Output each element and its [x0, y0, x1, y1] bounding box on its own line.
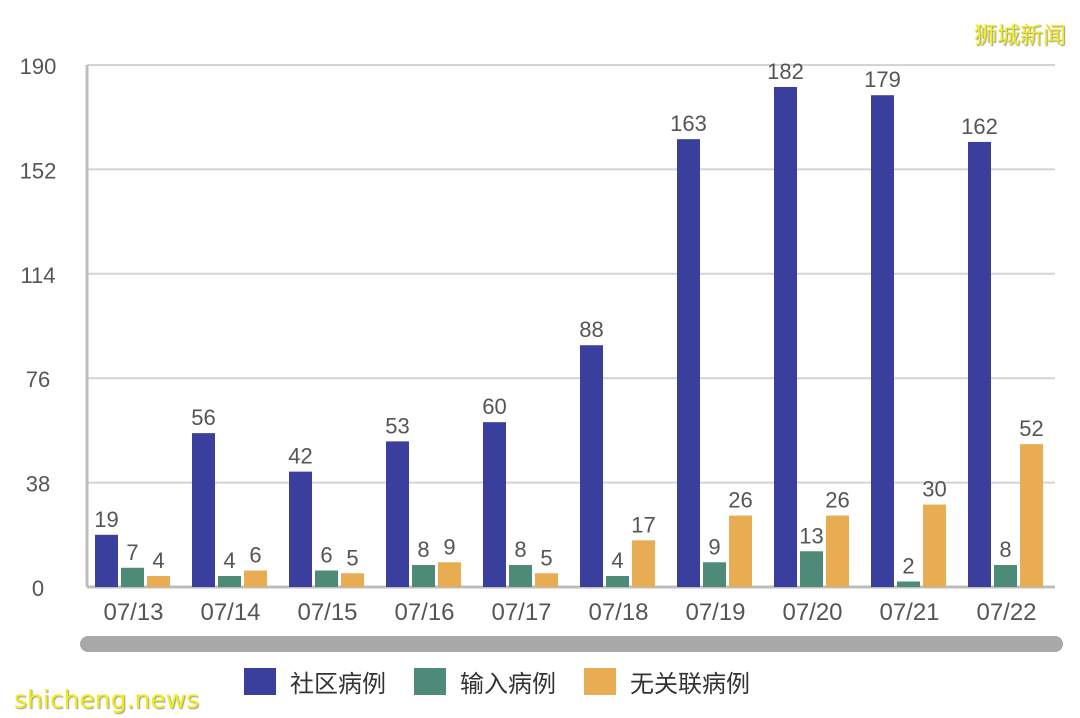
legend: 社区病例 输入病例 无关联病例	[244, 664, 778, 699]
bar	[218, 576, 241, 587]
legend-label: 无关联病例	[630, 670, 750, 698]
value-label: 53	[385, 413, 409, 438]
y-tick-label: 152	[20, 158, 57, 183]
x-tick-label: 07/21	[879, 599, 939, 626]
legend-swatch-imported	[414, 668, 446, 695]
bar	[244, 570, 267, 587]
bar	[483, 422, 506, 587]
value-label: 6	[249, 543, 261, 568]
value-label: 8	[417, 537, 429, 562]
y-tick-label: 190	[20, 54, 57, 79]
bar	[535, 573, 558, 587]
bar	[580, 345, 603, 587]
bar	[95, 534, 118, 587]
value-label: 179	[864, 67, 901, 92]
y-tick-label: 76	[26, 367, 50, 392]
bar	[923, 504, 946, 587]
value-label: 4	[223, 548, 235, 573]
watermark-bottom-left: shicheng.news	[14, 685, 200, 714]
x-tick-label: 07/13	[103, 599, 163, 626]
x-tick-label: 07/14	[200, 599, 260, 626]
value-label: 42	[288, 444, 312, 469]
value-label: 17	[631, 512, 655, 537]
value-label: 9	[443, 534, 455, 559]
bar	[438, 562, 461, 587]
value-label: 7	[126, 540, 138, 565]
bar	[632, 540, 655, 587]
bar	[826, 515, 849, 587]
value-label: 4	[152, 548, 164, 573]
value-label: 2	[902, 554, 914, 579]
legend-item-unlinked: 无关联病例	[584, 664, 750, 699]
legend-item-imported: 输入病例	[414, 664, 556, 699]
legend-label: 输入病例	[460, 670, 556, 698]
value-label: 13	[799, 523, 823, 548]
legend-swatch-community	[244, 668, 276, 695]
value-label: 19	[94, 507, 118, 532]
bar	[1020, 444, 1043, 587]
value-label: 52	[1019, 416, 1043, 441]
x-tick-label: 07/18	[588, 599, 648, 626]
value-label: 60	[482, 394, 506, 419]
value-label: 4	[611, 548, 623, 573]
bar	[703, 562, 726, 587]
bar	[412, 565, 435, 587]
value-label: 163	[670, 111, 707, 136]
y-tick-label: 114	[20, 263, 55, 288]
legend-label: 社区病例	[290, 670, 386, 698]
y-tick-label: 0	[32, 576, 44, 601]
x-tick-label: 07/20	[782, 599, 842, 626]
bar	[147, 576, 170, 587]
x-tick-label: 07/15	[297, 599, 357, 626]
bar	[968, 141, 991, 587]
value-label: 26	[728, 488, 752, 513]
bar	[289, 471, 312, 587]
x-tick-label: 07/17	[491, 599, 551, 626]
bar	[800, 551, 823, 587]
value-label: 5	[540, 545, 552, 570]
value-label: 88	[579, 317, 603, 342]
y-axis-ticks: 0 38 76 114 152 190	[20, 54, 57, 601]
bar	[341, 573, 364, 587]
bar	[509, 565, 532, 587]
bar	[606, 576, 629, 587]
legend-swatch-unlinked	[584, 668, 616, 695]
value-label: 5	[346, 545, 358, 570]
bar	[871, 95, 894, 587]
watermark-top-right: 狮城新闻	[974, 23, 1066, 49]
x-tick-label: 07/16	[394, 599, 454, 626]
value-label: 30	[922, 477, 946, 502]
x-tick-label: 07/22	[976, 599, 1036, 626]
value-label: 6	[320, 543, 332, 568]
value-label: 8	[514, 537, 526, 562]
value-label: 9	[708, 534, 720, 559]
legend-item-community: 社区病例	[244, 664, 386, 699]
value-label: 8	[999, 537, 1011, 562]
horizontal-scrollbar[interactable]	[80, 636, 1063, 652]
x-axis-ticks: 07/13 07/14 07/15 07/16 07/17 07/18 07/19 07/20…	[103, 599, 1036, 626]
value-label: 26	[825, 488, 849, 513]
value-label: 56	[191, 405, 215, 430]
bar	[729, 515, 752, 587]
bar	[677, 139, 700, 587]
value-label: 162	[961, 114, 998, 139]
value-label: 182	[767, 59, 804, 84]
x-tick-label: 07/19	[685, 599, 745, 626]
bar	[315, 570, 338, 587]
bar	[897, 581, 920, 587]
grid-lines	[85, 64, 1055, 589]
bar	[774, 86, 797, 588]
bar	[994, 565, 1017, 587]
bar	[386, 441, 409, 587]
bar	[121, 567, 144, 587]
bar	[192, 433, 215, 587]
y-tick-label: 38	[26, 472, 50, 497]
